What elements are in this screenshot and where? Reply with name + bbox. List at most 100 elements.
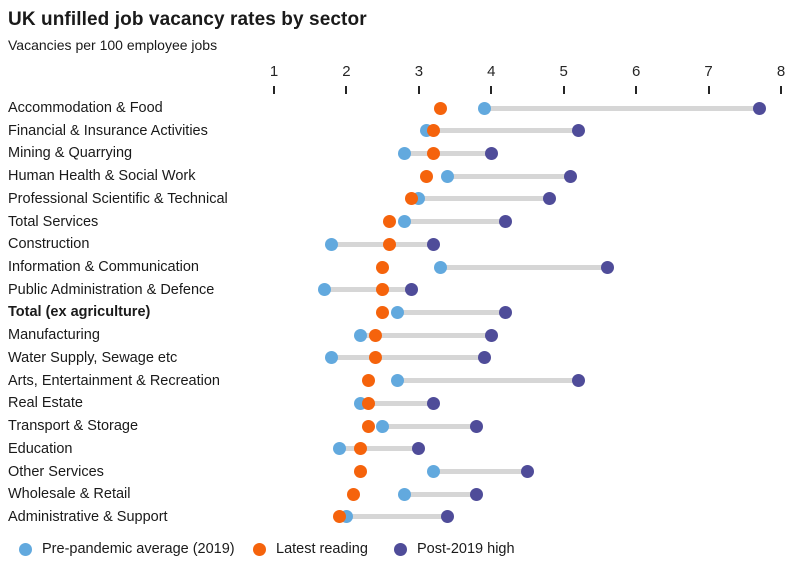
connector-line [404, 219, 506, 225]
high-dot [499, 305, 513, 319]
category-label: Information & Communication [8, 259, 199, 276]
pre-dot [477, 101, 491, 115]
high-dot [542, 192, 556, 206]
category-label: Construction [8, 236, 90, 253]
legend-swatch-post-2019-high [394, 542, 407, 556]
pre-dot [390, 305, 404, 319]
category-label: Administrative & Support [8, 508, 168, 525]
category-label: Manufacturing [8, 327, 100, 344]
pre-dot [434, 260, 448, 274]
category-label: Water Supply, Sewage etc [8, 349, 178, 366]
category-label: Accommodation & Food [8, 100, 163, 116]
connector-line [346, 514, 448, 520]
connector-line [382, 423, 477, 429]
connector-line [397, 309, 506, 315]
category-label: Mining & Quarrying [8, 145, 133, 162]
connector-line [418, 196, 550, 202]
axis-tick-label-5: 5 [559, 63, 568, 80]
latest-dot [361, 419, 375, 433]
axis-tick-label-2: 2 [342, 63, 351, 80]
legend-label-post-2019-high: Post-2019 high [417, 541, 515, 557]
high-dot [405, 283, 419, 297]
connector-line [433, 469, 528, 475]
connector-line [331, 355, 485, 361]
category-label: Professional Scientific & Technical [8, 190, 228, 207]
high-dot [470, 419, 484, 433]
legend-label-pre-pandemic: Pre-pandemic average (2019) [42, 541, 235, 557]
chart-subtitle: Vacancies per 100 employee jobs [8, 37, 218, 53]
latest-dot [368, 328, 382, 342]
latest-dot [426, 124, 440, 138]
axis-tick-mark-1 [273, 86, 275, 94]
category-label: Arts, Entertainment & Recreation [8, 372, 220, 389]
legend-item-latest-reading: Latest reading [253, 538, 368, 560]
axis-tick-mark-2 [345, 86, 348, 94]
high-dot [470, 487, 484, 501]
axis-tick-label-8: 8 [776, 63, 786, 80]
legend-swatch-latest-reading [253, 542, 266, 556]
pre-dot [441, 169, 455, 183]
pre-dot [397, 487, 411, 501]
axis-tick-mark-7 [707, 86, 710, 94]
category-label: Total Services [8, 213, 99, 230]
category-label: Real Estate [8, 395, 83, 412]
pre-dot [376, 419, 390, 433]
connector-line [426, 128, 579, 134]
category-label: Financial & Insurance Activities [8, 122, 208, 139]
axis-tick-label-1: 1 [269, 63, 279, 80]
connector-line [324, 287, 412, 293]
category-label: Wholesale & Retail [8, 486, 131, 503]
pre-dot [325, 351, 339, 365]
high-dot [499, 215, 513, 229]
connector-line [447, 173, 571, 179]
connector-line [360, 332, 492, 338]
connector-line [360, 400, 434, 406]
axis-tick-mark-6 [635, 86, 638, 94]
category-label: Human Health & Social Work [8, 168, 196, 185]
category-label: Education [8, 440, 73, 457]
latest-dot [376, 260, 390, 274]
latest-dot [347, 487, 361, 501]
pre-dot [390, 374, 404, 388]
connector-line [404, 491, 477, 497]
latest-dot [376, 305, 390, 319]
connector-line [397, 378, 579, 384]
axis-tick-mark-4 [490, 86, 493, 94]
legend-item-pre-pandemic: Pre-pandemic average (2019) [19, 538, 235, 560]
category-label: Other Services [8, 463, 104, 480]
latest-dot [376, 283, 390, 297]
latest-dot [434, 101, 448, 115]
pre-dot [397, 146, 411, 160]
category-label: Public Administration & Defence [8, 281, 215, 298]
legend-item-post-2019-high: Post-2019 high [394, 538, 515, 560]
latest-dot [354, 465, 368, 479]
latest-dot [332, 510, 346, 524]
latest-dot [419, 169, 433, 183]
high-dot [477, 351, 491, 365]
latest-dot [361, 374, 375, 388]
high-dot [441, 510, 455, 524]
high-dot [571, 374, 585, 388]
high-dot [426, 237, 440, 251]
pre-dot [332, 442, 346, 456]
latest-dot [426, 146, 440, 160]
connector-line [339, 446, 419, 452]
axis-tick-label-3: 3 [414, 63, 424, 80]
high-dot [571, 124, 585, 138]
high-dot [564, 169, 578, 183]
latest-dot [405, 192, 419, 206]
connector-line [331, 241, 434, 247]
latest-dot [368, 351, 382, 365]
axis-tick-label-4: 4 [487, 63, 496, 80]
latest-dot [383, 215, 397, 229]
pre-dot [318, 283, 332, 297]
axis-tick-mark-5 [562, 86, 565, 94]
high-dot [600, 260, 614, 274]
latest-dot [361, 396, 375, 410]
connector-line [404, 150, 492, 156]
legend-swatch-pre-pandemic [19, 542, 32, 556]
axis-tick-mark-8 [780, 86, 782, 94]
high-dot [412, 442, 426, 456]
category-label: Transport & Storage [8, 418, 139, 435]
axis-tick-label-7: 7 [704, 63, 713, 80]
